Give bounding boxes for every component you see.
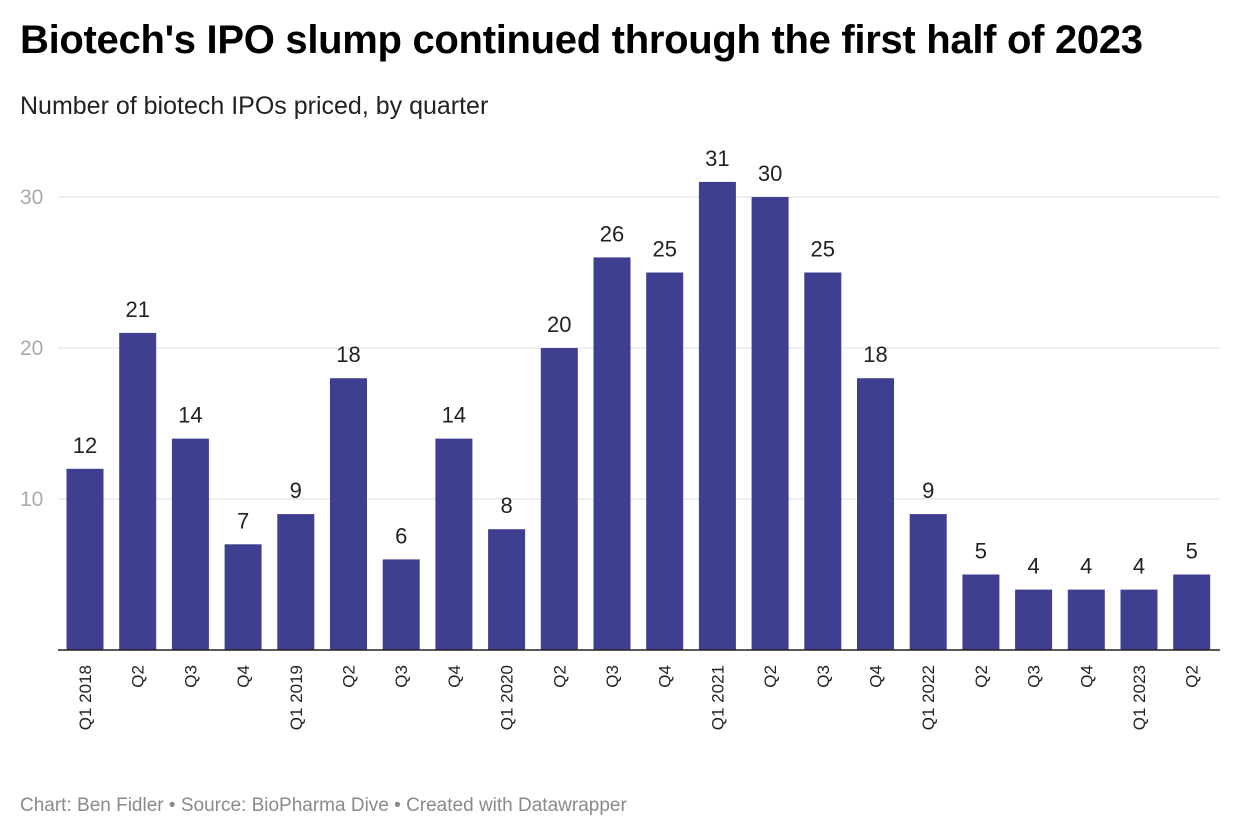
data-label-4: 9	[290, 478, 302, 503]
data-label-1: 21	[125, 297, 149, 322]
y-tick-label-20: 20	[20, 337, 43, 360]
chart-footer: Chart: Ben Fidler • Source: BioPharma Di…	[20, 795, 627, 816]
x-tick-label-3: Q4	[234, 665, 253, 688]
data-label-17: 5	[975, 539, 987, 564]
x-tick-label-2: Q3	[181, 665, 200, 688]
x-tick-label-11: Q4	[656, 665, 675, 688]
x-tick-label-5: Q2	[340, 665, 359, 688]
bar-19	[1067, 589, 1105, 650]
bar-7	[435, 438, 473, 650]
x-tick-label-9: Q2	[550, 665, 569, 688]
x-tick-label-14: Q3	[814, 665, 833, 688]
data-label-9: 20	[547, 312, 571, 337]
bar-5	[330, 378, 367, 650]
data-label-5: 18	[336, 342, 360, 367]
bar-11	[646, 272, 684, 650]
x-tick-label-0: Q1 2018	[76, 665, 95, 730]
chart-title: Biotech's IPO slump continued through th…	[20, 18, 1143, 62]
bar-3	[224, 544, 262, 650]
data-label-21: 5	[1186, 539, 1198, 564]
bar-18	[1015, 589, 1053, 650]
bar-4	[277, 514, 315, 650]
data-label-7: 14	[442, 403, 466, 428]
bar-13	[751, 197, 789, 650]
bar-8	[488, 529, 526, 650]
x-tick-label-16: Q1 2022	[919, 665, 938, 730]
x-tick-label-17: Q2	[972, 665, 991, 688]
x-tick-label-12: Q1 2021	[708, 665, 727, 730]
data-label-10: 26	[600, 221, 624, 246]
bar-16	[909, 514, 947, 650]
bar-21	[1173, 574, 1211, 650]
x-tick-label-10: Q3	[603, 665, 622, 688]
bar-14	[804, 272, 842, 650]
x-tick-label-4: Q1 2019	[287, 665, 306, 730]
x-tick-label-19: Q4	[1077, 665, 1096, 688]
bar-1	[119, 332, 157, 650]
bar-15	[857, 378, 894, 650]
x-tick-label-18: Q3	[1025, 665, 1044, 688]
bar-12	[698, 181, 736, 650]
data-label-8: 8	[500, 493, 512, 518]
chart-subtitle: Number of biotech IPOs priced, by quarte…	[20, 92, 489, 120]
data-label-13: 30	[758, 161, 782, 186]
x-tick-label-21: Q2	[1183, 665, 1202, 688]
x-tick-label-6: Q3	[392, 665, 411, 688]
x-tick-label-20: Q1 2023	[1130, 665, 1149, 730]
data-label-3: 7	[237, 508, 249, 533]
x-tick-label-13: Q2	[761, 665, 780, 688]
x-tick-label-15: Q4	[867, 665, 886, 688]
bar-17	[962, 574, 1000, 650]
data-label-18: 4	[1027, 554, 1039, 579]
y-tick-label-10: 10	[20, 488, 43, 511]
data-label-16: 9	[922, 478, 934, 503]
y-tick-label-30: 30	[20, 186, 43, 209]
data-label-19: 4	[1080, 554, 1092, 579]
data-label-11: 25	[652, 237, 676, 262]
x-tick-label-7: Q4	[445, 665, 464, 688]
bar-20	[1120, 589, 1158, 650]
data-label-12: 31	[705, 146, 729, 171]
data-label-2: 14	[178, 403, 202, 428]
data-label-6: 6	[395, 523, 407, 548]
data-label-20: 4	[1133, 554, 1145, 579]
bar-10	[593, 257, 631, 650]
x-tick-label-8: Q1 2020	[498, 665, 517, 730]
data-label-15: 18	[863, 342, 887, 367]
bar-0	[66, 468, 104, 650]
bar-9	[540, 348, 578, 650]
bar-6	[382, 559, 420, 650]
x-tick-label-1: Q2	[129, 665, 148, 688]
data-label-0: 12	[73, 433, 97, 458]
data-label-14: 25	[811, 237, 835, 262]
bar-2	[171, 438, 209, 650]
